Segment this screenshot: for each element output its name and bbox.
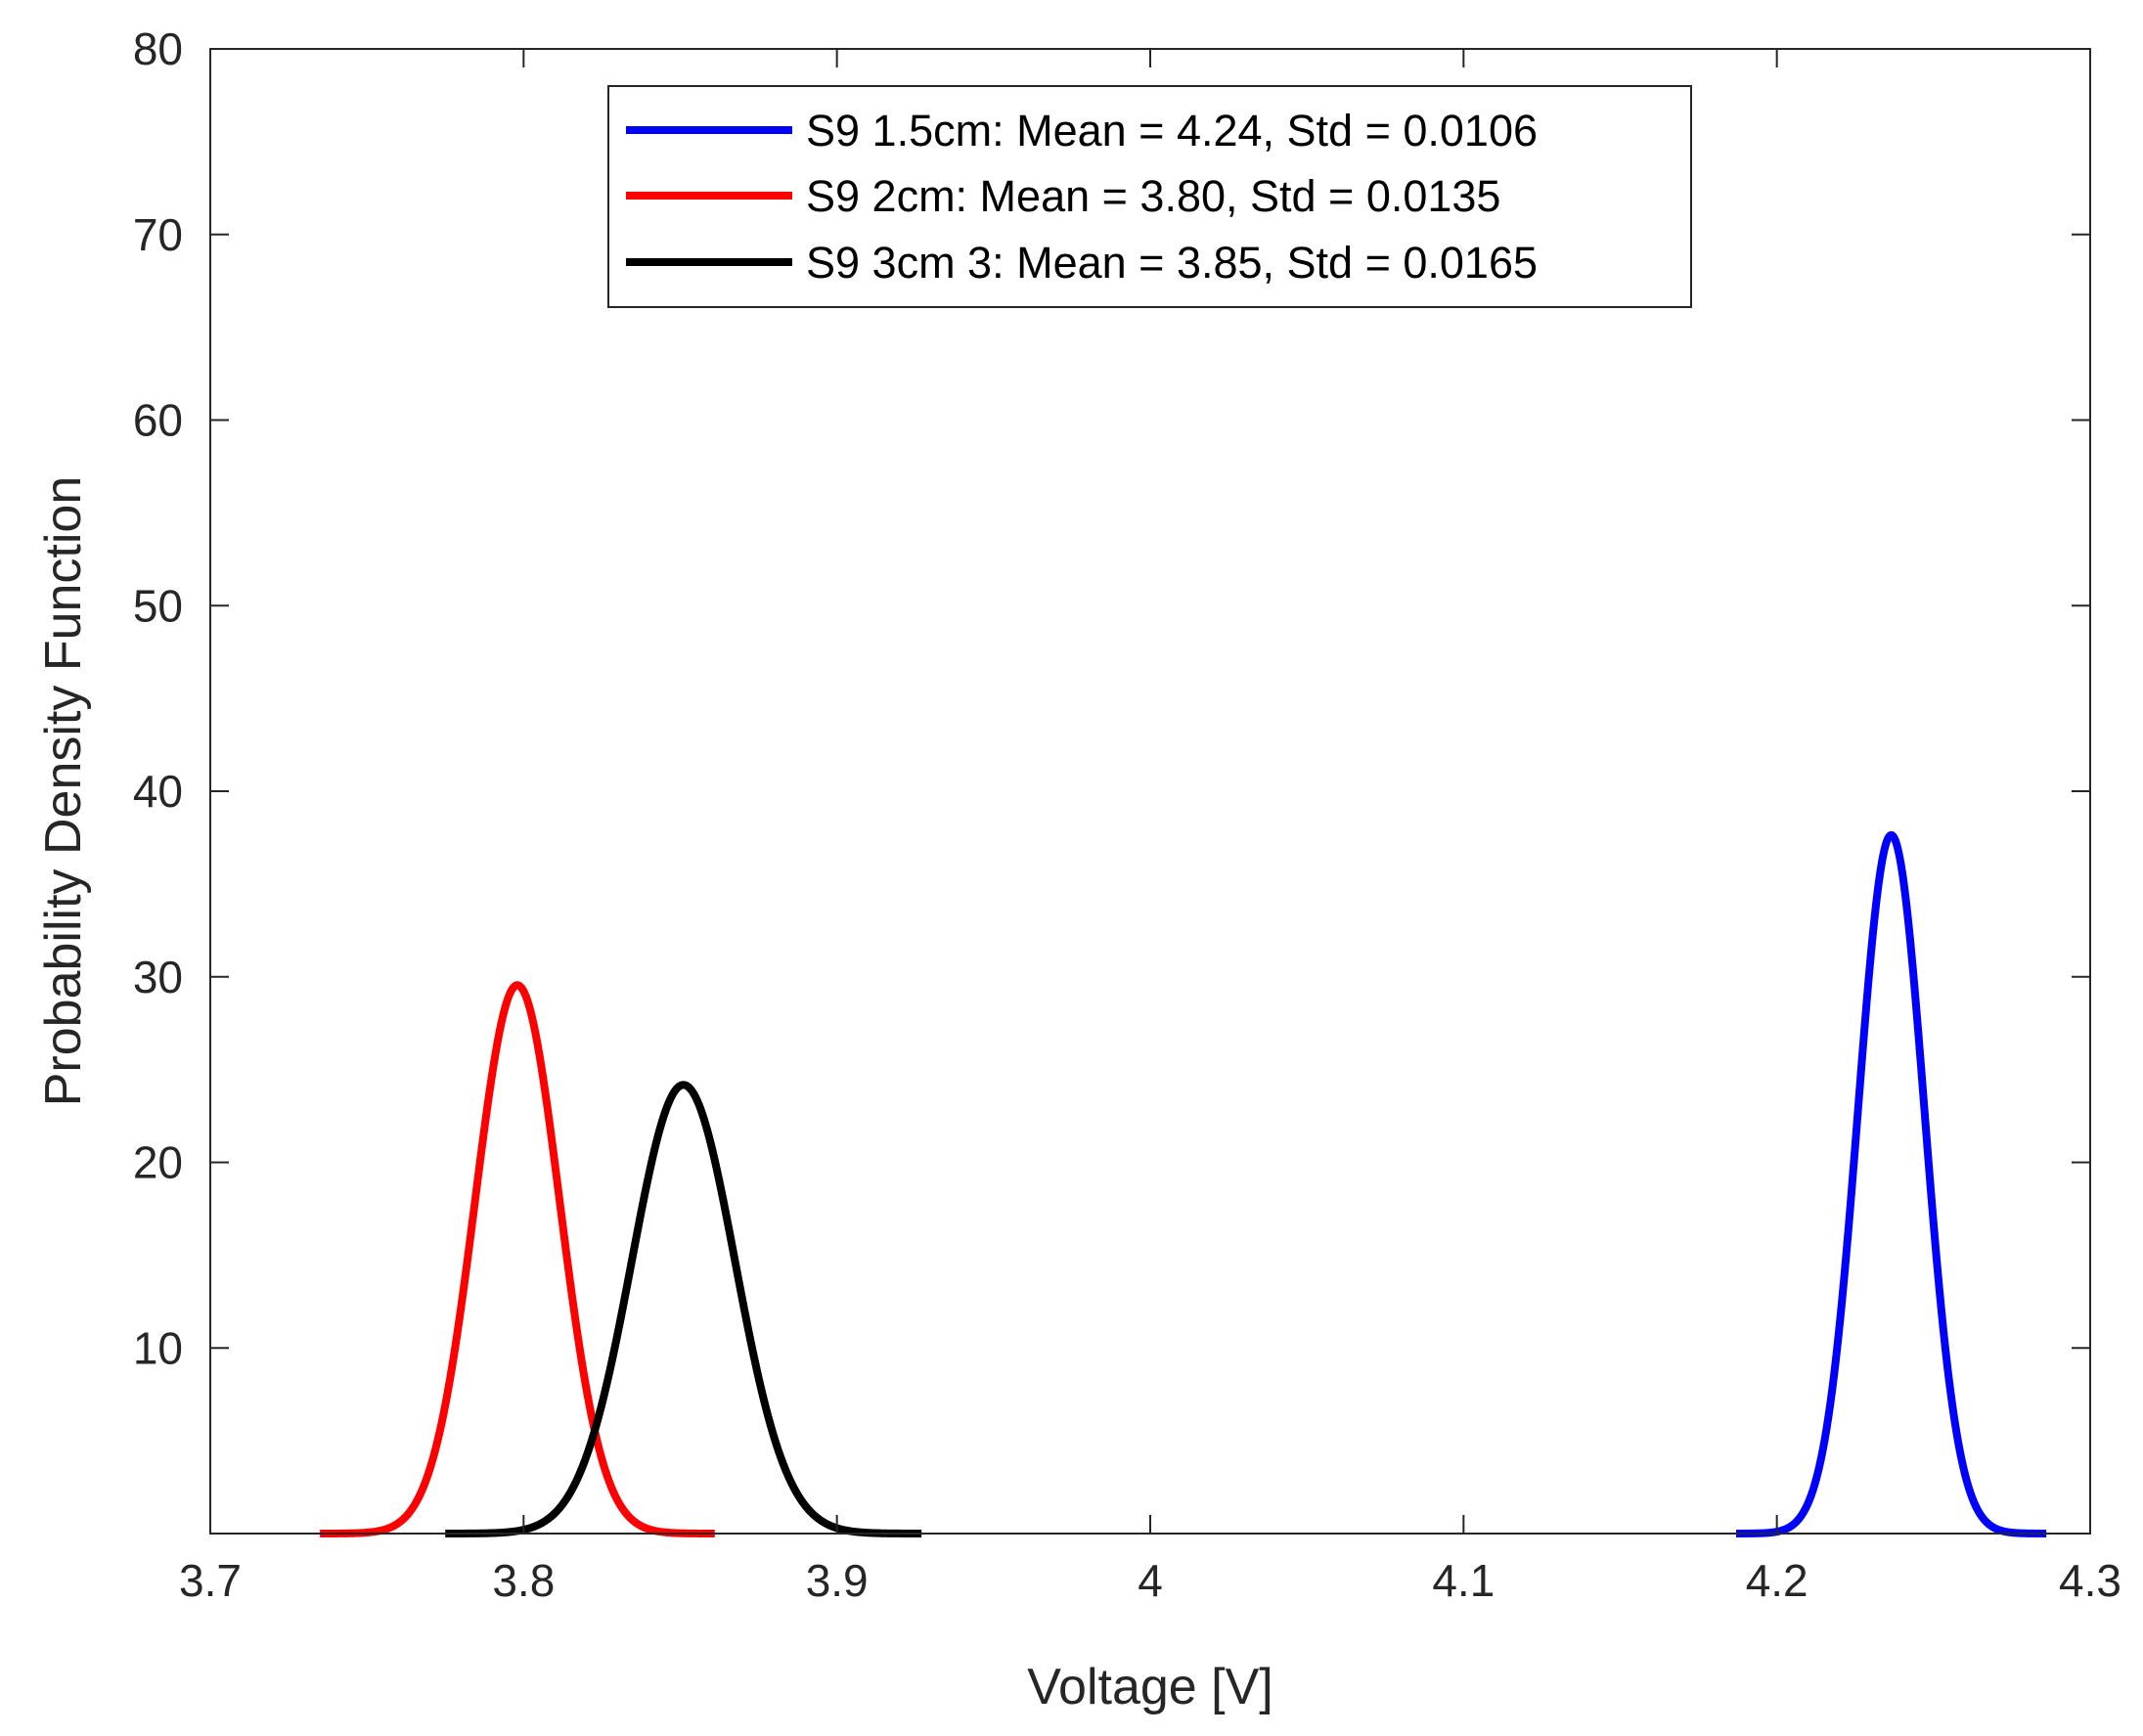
y-tick-label: 20 xyxy=(133,1137,183,1188)
x-axis-label: Voltage [V] xyxy=(1027,1659,1273,1715)
y-tick-label: 50 xyxy=(133,580,183,631)
y-tick-label: 30 xyxy=(133,952,183,1002)
x-tick-label: 3.7 xyxy=(179,1555,242,1606)
y-axis-label: Probability Density Function xyxy=(35,476,92,1107)
x-tick-label: 3.8 xyxy=(492,1555,555,1606)
y-tick-label: 10 xyxy=(133,1322,183,1373)
y-tick-label: 70 xyxy=(133,209,183,260)
x-tick-label: 4.2 xyxy=(1746,1555,1808,1606)
y-tick-label: 40 xyxy=(133,766,183,817)
ticks-group: 3.7 3.8 3.9 4 4.1 4.2 4.3 10 20 30 40 50 60 70 80 xyxy=(133,23,2121,1606)
x-tick-label: 4 xyxy=(1138,1555,1163,1606)
x-tick-label: 4.3 xyxy=(2059,1555,2121,1606)
series-group xyxy=(317,830,2050,1537)
x-tick-label: 3.9 xyxy=(806,1555,869,1606)
legend-label-3: S9 3cm 3: Mean = 3.85, Std = 0.0165 xyxy=(806,238,1538,288)
y-tick-label: 80 xyxy=(133,23,183,74)
x-tick-label: 4.1 xyxy=(1432,1555,1495,1606)
legend: S9 1.5cm: Mean = 4.24, Std = 0.0106 S9 2c… xyxy=(607,85,1692,308)
series-line-1 xyxy=(1732,830,2050,1537)
legend-entries: S9 1.5cm: Mean = 4.24, Std = 0.0106 S9 2c… xyxy=(626,106,1538,288)
legend-label-1: S9 1.5cm: Mean = 4.24, Std = 0.0106 xyxy=(806,106,1538,156)
series-line-2 xyxy=(317,981,718,1537)
series-line-3 xyxy=(442,1081,924,1537)
legend-label-2: S9 2cm: Mean = 3.80, Std = 0.0135 xyxy=(806,171,1500,221)
y-tick-label: 60 xyxy=(133,395,183,446)
